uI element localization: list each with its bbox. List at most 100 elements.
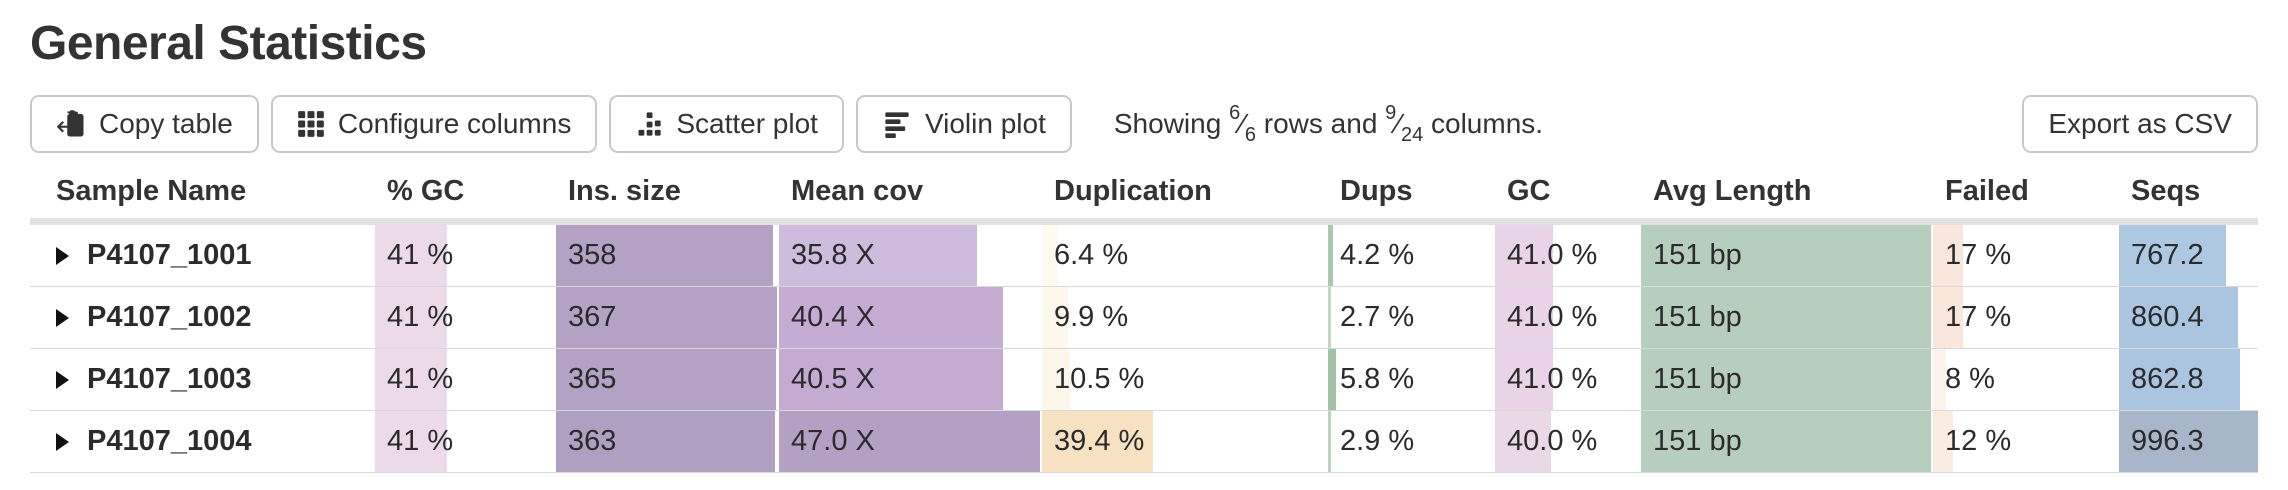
column-header-gc[interactable]: % GC [373, 167, 554, 225]
stat-cell-duplication: 9.9 % [1040, 286, 1326, 349]
value-bar [1495, 287, 1553, 348]
rows-shown: 6 [1229, 101, 1241, 124]
copy-table-button[interactable]: Copy table [30, 95, 259, 153]
scatter-plot-button[interactable]: Scatter plot [609, 95, 844, 153]
stat-value: 8 % [1945, 363, 1995, 395]
stat-value: 35.8 X [791, 239, 875, 271]
stat-value: 41 % [387, 425, 454, 457]
stat-value: 41 % [387, 301, 454, 333]
table-row[interactable]: P4107_1004 41 % 363 47.0 X 39.4 % 2.9 % 40.0 %… [30, 410, 2258, 473]
stat-value: 363 [568, 425, 617, 457]
expand-row-icon[interactable] [56, 246, 69, 265]
stat-value: 17 % [1945, 239, 2012, 271]
column-header-sample-name[interactable]: Sample Name [30, 167, 373, 225]
value-bar [1641, 287, 1931, 348]
sample-name-cell[interactable]: P4107_1002 [30, 286, 373, 349]
value-bar [1328, 287, 1331, 348]
stat-value: 40.4 X [791, 301, 875, 333]
value-bar [1042, 349, 1071, 410]
value-bar [1933, 225, 1963, 286]
clipboard-icon [56, 109, 86, 139]
stat-cell-failed: 8 % [1931, 348, 2117, 411]
columns-total: 24 [1400, 123, 1424, 146]
violin-plot-label: Violin plot [924, 108, 1046, 139]
column-header-avg-length[interactable]: Avg Length [1639, 167, 1931, 225]
stat-value: 2.9 % [1340, 425, 1415, 457]
stat-value: 9.9 % [1054, 301, 1129, 333]
value-bar [1042, 225, 1059, 286]
value-bar [1328, 349, 1336, 410]
table-body: P4107_1001 41 % 358 35.8 X 6.4 % 4.2 % 41.0 % 1… [30, 221, 2258, 473]
general-stats-table: Sample Name% GC Ins. size Mean cov Duplicat… [30, 167, 2258, 473]
export-csv-button[interactable]: Export as CSV [2022, 95, 2258, 153]
value-bar [1641, 225, 1931, 286]
sample-name-cell[interactable]: P4107_1004 [30, 410, 373, 473]
stat-value: 41.0 % [1507, 239, 1598, 271]
column-header-dups[interactable]: Dups [1326, 167, 1493, 225]
expand-row-icon[interactable] [56, 370, 69, 389]
configure-columns-label: Configure columns [337, 108, 572, 139]
stat-cell-mean-cov: 40.4 X [777, 286, 1040, 349]
stat-cell-mean-cov: 40.5 X [777, 348, 1040, 411]
configure-columns-button[interactable]: Configure columns [270, 95, 598, 153]
expand-row-icon[interactable] [56, 432, 69, 451]
stat-value: 767.2 [2131, 239, 2204, 271]
stat-cell-gc: 41 % [373, 286, 554, 349]
sample-name-label: P4107_1004 [87, 425, 252, 457]
value-bar [375, 225, 448, 286]
table-header-row: Sample Name% GC Ins. size Mean cov Duplicat… [30, 167, 2258, 225]
stat-cell-duplication: 10.5 % [1040, 348, 1326, 411]
value-bar [2119, 225, 2226, 286]
value-bar [779, 287, 1004, 348]
stat-value: 367 [568, 301, 617, 333]
stat-cell-dups: 4.2 % [1326, 221, 1493, 287]
stat-cell-avg-length: 151 bp [1639, 348, 1931, 411]
stat-value: 41 % [387, 239, 454, 271]
table-row[interactable]: P4107_1003 41 % 365 40.5 X 10.5 % 5.8 % 41.0 %… [30, 348, 2258, 411]
value-bar [1042, 287, 1069, 348]
stat-cell-gc: 41 % [373, 221, 554, 287]
stat-cell-dups: 2.9 % [1326, 410, 1493, 473]
column-header-seqs[interactable]: Seqs [2117, 167, 2258, 225]
value-bar [1933, 287, 1963, 348]
stat-cell-duplication: 39.4 % [1040, 410, 1326, 473]
expand-row-icon[interactable] [56, 308, 69, 327]
stat-value: 365 [568, 363, 617, 395]
value-bar [1495, 349, 1553, 410]
stat-value: 6.4 % [1054, 239, 1129, 271]
sample-name-cell[interactable]: P4107_1003 [30, 348, 373, 411]
table-row[interactable]: P4107_1002 41 % 367 40.4 X 9.9 % 2.7 % 41.0 % 1… [30, 286, 2258, 349]
sample-name-label: P4107_1001 [87, 239, 252, 271]
column-header-failed[interactable]: Failed [1931, 167, 2117, 225]
value-bar [1328, 225, 1333, 286]
stat-value: 151 bp [1653, 425, 1742, 457]
table-row[interactable]: P4107_1001 41 % 358 35.8 X 6.4 % 4.2 % 41.0 % 1… [30, 221, 2258, 287]
column-header-gc[interactable]: GC [1493, 167, 1639, 225]
stat-value: 17 % [1945, 301, 2012, 333]
value-bar [2119, 349, 2240, 410]
stat-cell-avg-length: 151 bp [1639, 221, 1931, 287]
stat-cell-dups: 5.8 % [1326, 348, 1493, 411]
value-bar [779, 225, 977, 286]
stat-cell-failed: 17 % [1931, 286, 2117, 349]
column-header-mean-cov[interactable]: Mean cov [777, 167, 1040, 225]
value-bar [1641, 349, 1931, 410]
stat-value: 4.2 % [1340, 239, 1415, 271]
stat-cell-gc: 41 % [373, 348, 554, 411]
stat-value: 862.8 [2131, 363, 2204, 395]
violin-plot-icon [882, 110, 912, 138]
stat-value: 860.4 [2131, 301, 2204, 333]
sample-name-label: P4107_1003 [87, 363, 252, 395]
copy-table-label: Copy table [99, 108, 233, 139]
stat-cell-mean-cov: 47.0 X [777, 410, 1040, 473]
stat-value: 151 bp [1653, 363, 1742, 395]
stat-value: 41.0 % [1507, 301, 1598, 333]
violin-plot-button[interactable]: Violin plot [855, 95, 1072, 153]
column-header-ins-size[interactable]: Ins. size [554, 167, 777, 225]
value-bar [2119, 411, 2258, 472]
sample-name-cell[interactable]: P4107_1001 [30, 221, 373, 287]
stat-value: 41 % [387, 363, 454, 395]
scatter-plot-icon [635, 110, 663, 138]
stat-value: 996.3 [2131, 425, 2204, 457]
column-header-duplication[interactable]: Duplication [1040, 167, 1326, 225]
